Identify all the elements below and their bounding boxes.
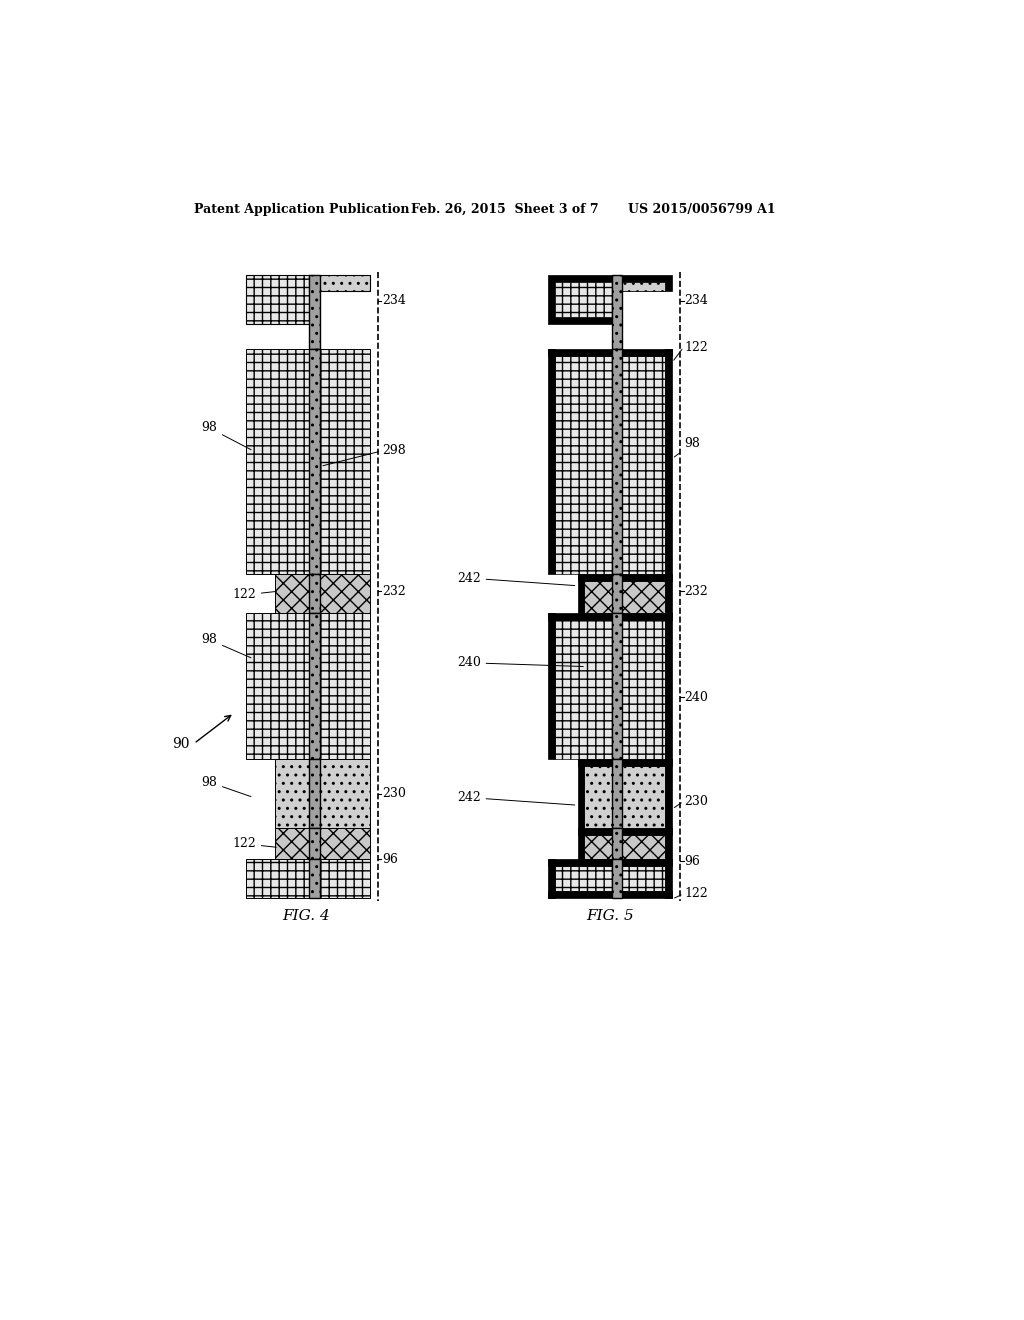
Polygon shape [309, 574, 321, 612]
Polygon shape [246, 350, 370, 574]
Polygon shape [548, 859, 555, 898]
Polygon shape [585, 766, 665, 829]
Text: 90: 90 [172, 737, 190, 751]
Polygon shape [246, 612, 370, 759]
Text: 240: 240 [457, 656, 584, 669]
Polygon shape [665, 350, 672, 574]
Text: 232: 232 [382, 585, 406, 598]
Polygon shape [585, 836, 665, 859]
Polygon shape [548, 612, 672, 619]
Text: US 2015/0056799 A1: US 2015/0056799 A1 [628, 203, 775, 216]
Text: FIG. 5: FIG. 5 [586, 909, 634, 923]
Polygon shape [578, 829, 672, 836]
Polygon shape [578, 829, 585, 859]
Polygon shape [611, 829, 623, 859]
Polygon shape [578, 759, 672, 766]
Polygon shape [548, 276, 611, 323]
Polygon shape [555, 866, 665, 891]
Text: Feb. 26, 2015  Sheet 3 of 7: Feb. 26, 2015 Sheet 3 of 7 [411, 203, 598, 216]
Polygon shape [275, 759, 370, 829]
Text: Patent Application Publication: Patent Application Publication [194, 203, 410, 216]
Text: 242: 242 [457, 791, 574, 805]
Polygon shape [275, 829, 370, 859]
Polygon shape [548, 891, 672, 898]
Polygon shape [555, 619, 665, 759]
Polygon shape [611, 276, 672, 290]
Text: 98: 98 [674, 437, 700, 457]
Polygon shape [665, 759, 672, 829]
Polygon shape [309, 276, 321, 350]
Text: 230: 230 [684, 795, 709, 808]
Text: 298: 298 [382, 445, 406, 458]
Text: 98: 98 [202, 776, 251, 796]
Text: 234: 234 [684, 294, 709, 308]
Polygon shape [548, 350, 555, 574]
Polygon shape [555, 282, 611, 317]
Polygon shape [275, 574, 370, 612]
Text: 122: 122 [232, 589, 276, 602]
Polygon shape [665, 829, 672, 859]
Polygon shape [309, 859, 321, 898]
Text: 96: 96 [684, 855, 700, 869]
Text: FIG. 4: FIG. 4 [283, 909, 330, 923]
Text: 240: 240 [684, 690, 709, 704]
Polygon shape [555, 356, 665, 574]
Text: 96: 96 [382, 853, 398, 866]
Polygon shape [665, 574, 672, 612]
Polygon shape [611, 612, 623, 759]
Polygon shape [611, 574, 623, 612]
Polygon shape [585, 581, 665, 612]
Text: 232: 232 [684, 585, 709, 598]
Polygon shape [548, 612, 555, 759]
Polygon shape [611, 350, 623, 574]
Polygon shape [611, 282, 665, 290]
Polygon shape [309, 350, 321, 574]
Text: 230: 230 [382, 787, 407, 800]
Polygon shape [578, 574, 585, 612]
Polygon shape [309, 759, 321, 829]
Polygon shape [578, 574, 672, 581]
Polygon shape [611, 276, 623, 350]
Text: 98: 98 [202, 634, 251, 657]
Polygon shape [611, 859, 623, 898]
Polygon shape [611, 759, 623, 829]
Polygon shape [548, 859, 672, 866]
Text: 242: 242 [457, 572, 574, 586]
Polygon shape [665, 859, 672, 898]
Text: 122: 122 [684, 341, 709, 354]
Polygon shape [309, 612, 321, 759]
Polygon shape [548, 350, 672, 356]
Polygon shape [246, 276, 309, 323]
Text: 122: 122 [232, 837, 276, 850]
Polygon shape [578, 759, 585, 829]
Polygon shape [246, 859, 370, 898]
Text: 98: 98 [202, 421, 251, 450]
Polygon shape [309, 276, 370, 290]
Polygon shape [665, 612, 672, 759]
Polygon shape [309, 829, 321, 859]
Text: 234: 234 [382, 294, 407, 308]
Text: 122: 122 [684, 887, 709, 900]
